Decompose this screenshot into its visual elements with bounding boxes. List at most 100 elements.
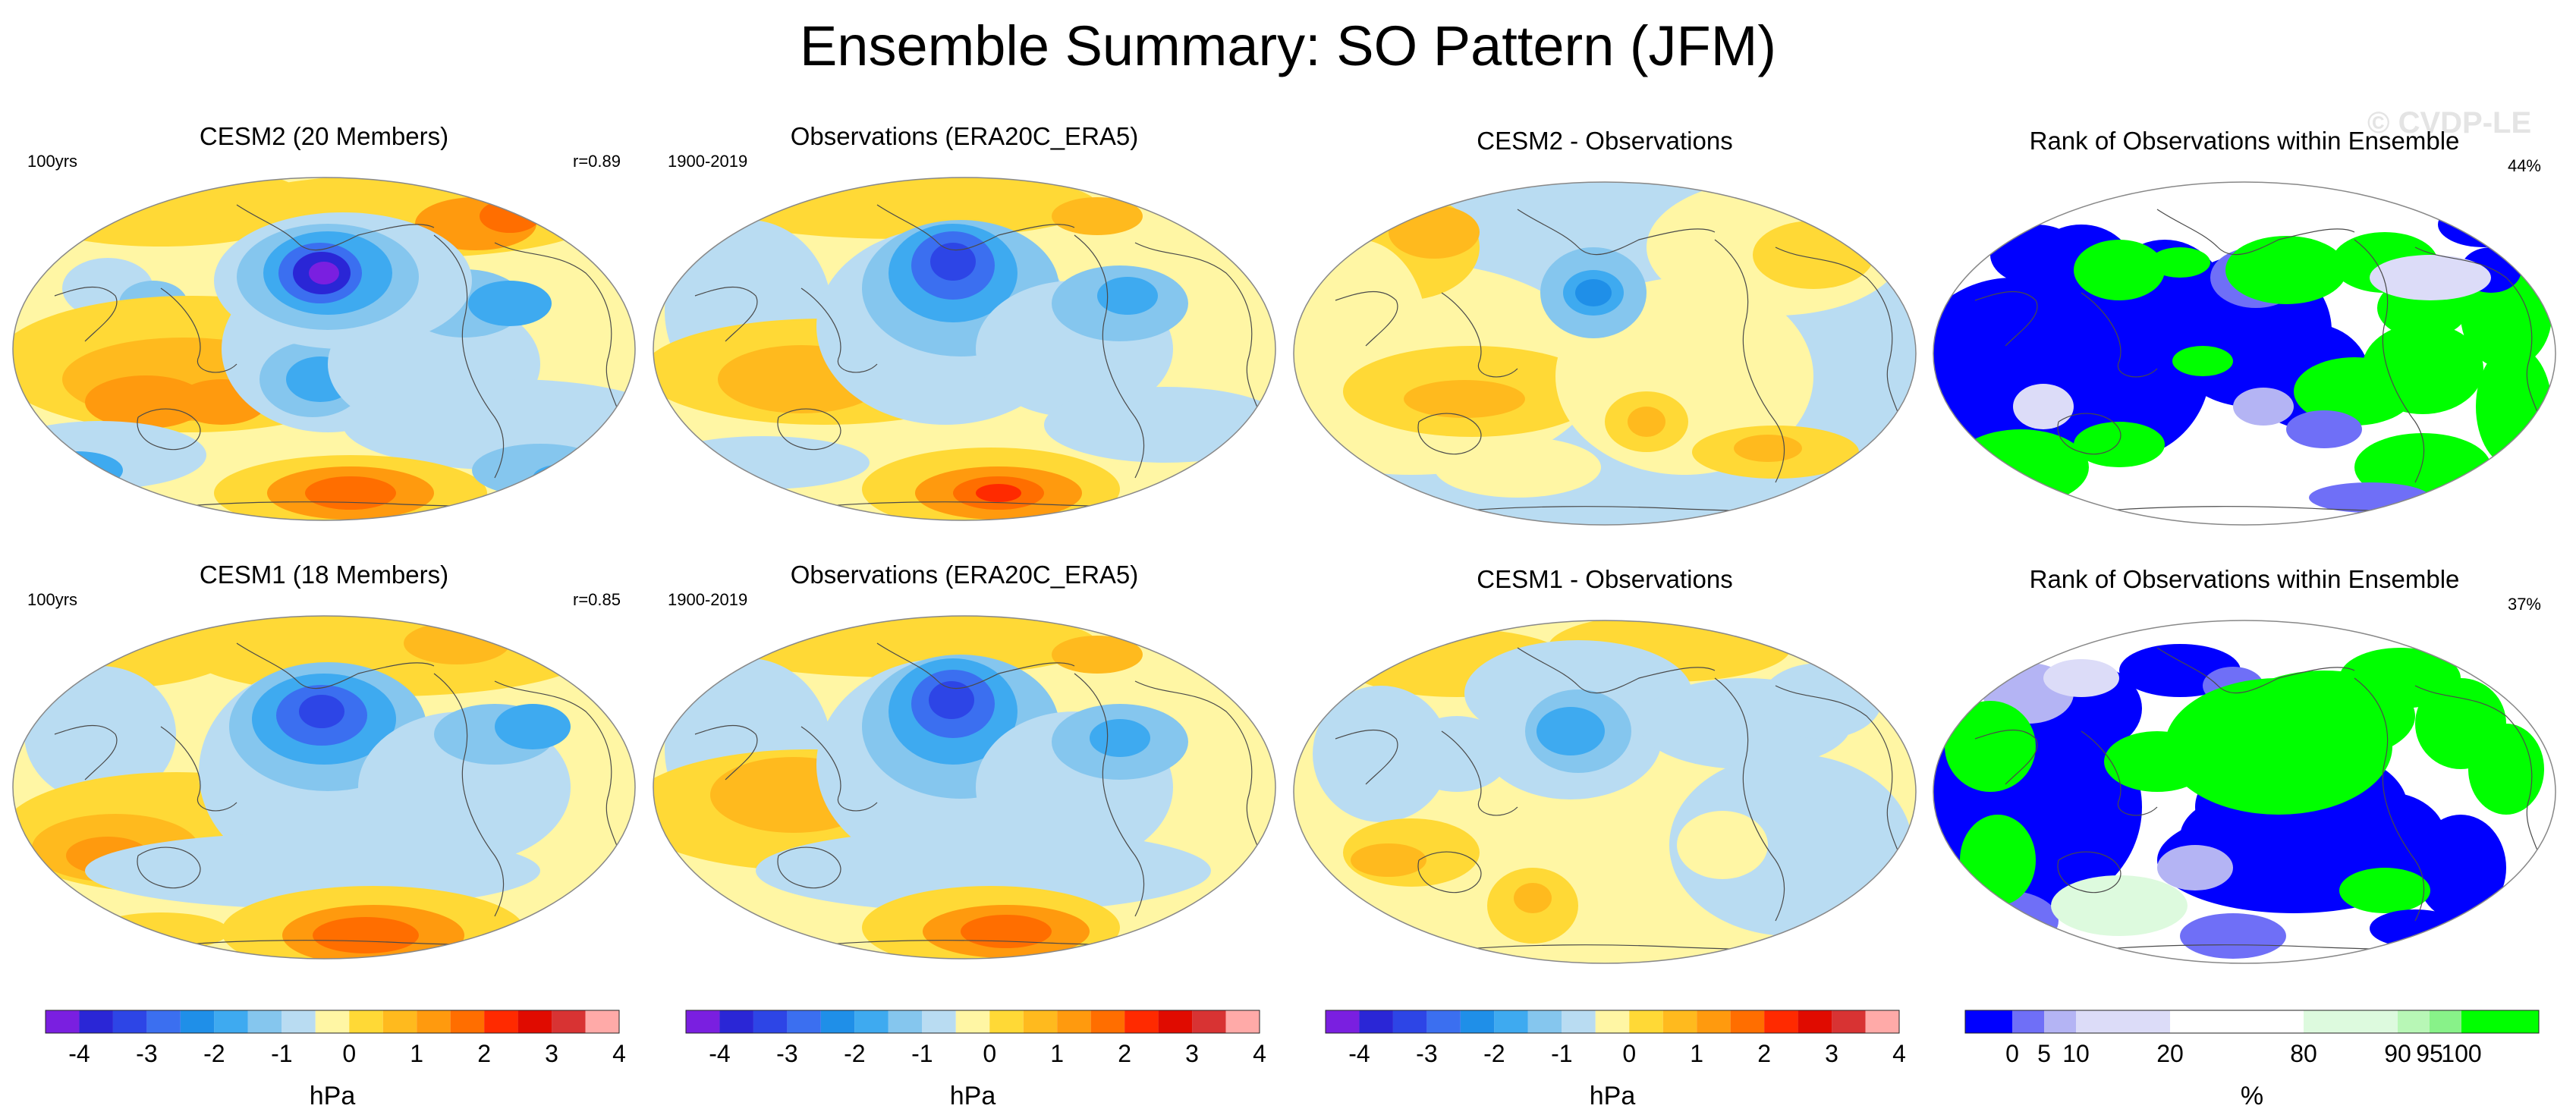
coastline	[1417, 851, 1482, 894]
coastline	[694, 286, 758, 342]
colorbar-frame	[1964, 1010, 2540, 1034]
colorbar-tick-label: 3	[1185, 1040, 1199, 1067]
coastline	[1775, 685, 1905, 868]
map	[1933, 181, 2556, 526]
colorbar-swatch	[282, 1010, 316, 1033]
colorbar-swatch	[552, 1010, 586, 1033]
field-contour	[1052, 197, 1143, 235]
colorbar-frame	[685, 1010, 1260, 1034]
field-contour	[2074, 240, 2165, 300]
map-border	[1293, 181, 1917, 526]
colorbar-tick-label: 0	[1622, 1040, 1636, 1067]
field-contour	[2157, 845, 2233, 890]
colorbar-swatch	[686, 1010, 720, 1033]
coastline	[2081, 292, 2158, 378]
field-contour	[2362, 323, 2483, 414]
colorbar-swatch	[719, 1010, 753, 1033]
field-contour	[1960, 815, 2036, 906]
colorbar-tick-label: 10	[2062, 1040, 2090, 1067]
coastline	[1335, 291, 1398, 347]
coastline	[1335, 729, 1398, 785]
field-contour	[85, 375, 206, 429]
colorbar-svg: -4 -3 -2 -1 0 1 2 3 4	[45, 1010, 626, 1067]
colorbar-swatch	[1192, 1010, 1226, 1033]
colorbar-swatch	[417, 1010, 451, 1033]
field-contour	[2233, 388, 2294, 426]
colorbar-tick-label: -1	[911, 1040, 933, 1067]
coastline	[1441, 730, 1518, 816]
field-contour	[1575, 279, 1612, 306]
colorbar-swatch	[1562, 1010, 1596, 1033]
coastline	[137, 408, 201, 451]
colorbar-swatch	[1460, 1010, 1495, 1033]
coastline	[1775, 247, 1905, 430]
field-contour	[2150, 247, 2210, 278]
coastline	[1074, 673, 1145, 917]
coastline	[433, 673, 505, 917]
field-contour	[976, 484, 1021, 502]
field-contour	[2400, 936, 2521, 963]
colorbar-frame	[45, 1010, 620, 1034]
colorbar-tick-label: 80	[2290, 1040, 2317, 1067]
coastline	[1974, 291, 2038, 347]
colorbar-swatch	[2461, 1010, 2539, 1033]
map	[653, 177, 1276, 521]
field-contour	[2172, 346, 2233, 376]
colorbar-tick-label: -2	[844, 1040, 865, 1067]
panel-title: CESM1 (18 Members)	[199, 561, 449, 589]
field-contour	[1734, 435, 1802, 462]
panel-rank-cesm2: Rank of Observations within Ensemble 44%	[1930, 126, 2559, 536]
panel-cesm2-minus-obs: CESM2 - Observations	[1290, 126, 1920, 536]
field-contour	[1404, 380, 1525, 418]
coastline	[2414, 247, 2545, 430]
field-contour	[1628, 407, 1665, 437]
colorbar-swatch	[2012, 1010, 2044, 1033]
colorbar-swatch	[1965, 1010, 2012, 1033]
field-contour	[1753, 221, 1874, 289]
field-contour	[1669, 754, 1912, 936]
colorbar-swatch	[1730, 1010, 1765, 1033]
field-contour	[313, 917, 419, 953]
panel-cesm1-minus-obs: CESM1 - Observations	[1290, 564, 1920, 974]
colorbar-pressure-2: -4 -3 -2 -1 0 1 2 3 4 hPa	[684, 1009, 1266, 1115]
field-contour	[1514, 883, 1552, 913]
colorbar-tick-label: 3	[1825, 1040, 1838, 1067]
field-contour	[1404, 716, 1510, 792]
field-contour	[299, 695, 344, 728]
colorbar-swatch	[1662, 1010, 1697, 1033]
colorbar-swatch	[484, 1010, 518, 1033]
field-contour	[930, 243, 976, 281]
panel-right-label: r=0.89	[573, 152, 621, 171]
field-contour	[1945, 701, 2036, 792]
map	[12, 615, 636, 960]
colorbar-tick-label: -4	[709, 1040, 730, 1067]
field-contour	[2370, 255, 2491, 300]
colorbar-tick-label: 95	[2416, 1040, 2443, 1067]
map-field	[1294, 182, 1916, 525]
colorbar-tick-label: -3	[136, 1040, 157, 1067]
panel-rank-cesm1: Rank of Observations within Ensemble 37%	[1930, 564, 2559, 974]
field-contour	[1434, 437, 1601, 498]
field-contour	[1990, 225, 2081, 285]
panel-left-label: 1900-2019	[668, 152, 748, 171]
map-border	[12, 177, 636, 521]
colorbar-swatch	[1832, 1010, 1866, 1033]
colorbar-tick-label: 20	[2156, 1040, 2184, 1067]
colorbar-swatch	[1326, 1010, 1360, 1033]
coastline	[777, 846, 841, 889]
map-field	[13, 616, 635, 959]
panel-title: Observations (ERA20C_ERA5)	[790, 561, 1139, 589]
field-contour	[1052, 636, 1143, 674]
panel-title: Observations (ERA20C_ERA5)	[790, 122, 1139, 150]
map-border	[1933, 181, 2556, 526]
map-field	[1933, 620, 2556, 963]
coastline	[2057, 851, 2122, 894]
panel-cesm1-ensemble: CESM1 (18 Members) 100yrs r=0.85	[9, 560, 639, 969]
coastline	[433, 234, 505, 479]
colorbar-pressure-3: -4 -3 -2 -1 0 1 2 3 4 hPa	[1324, 1009, 1906, 1115]
coastline	[800, 287, 878, 373]
coastline	[777, 408, 841, 451]
colorbar-swatch	[1392, 1010, 1427, 1033]
map-border	[1293, 620, 1917, 964]
colorbar-tick-label: -2	[1483, 1040, 1505, 1067]
